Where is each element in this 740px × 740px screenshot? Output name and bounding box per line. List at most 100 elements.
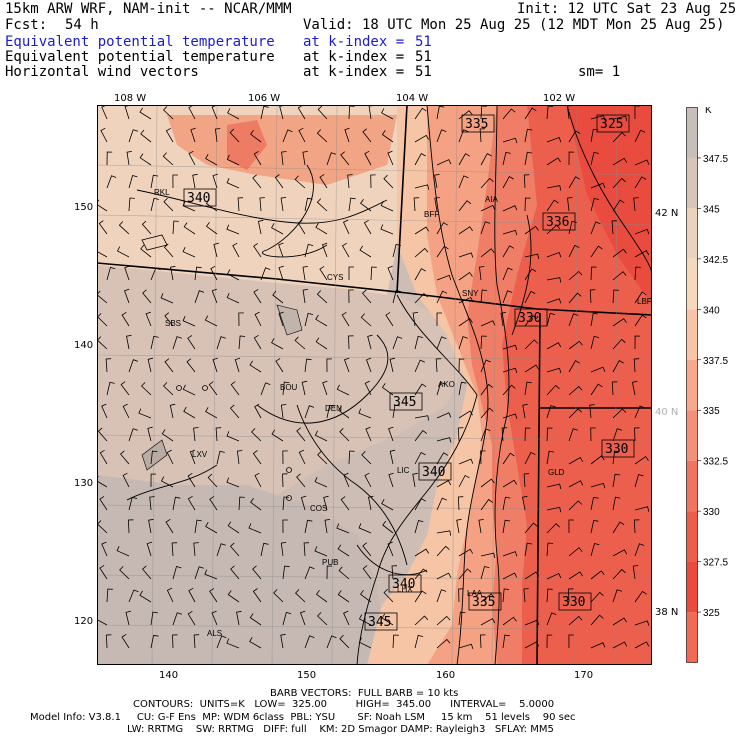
wind-barb xyxy=(458,129,469,143)
wind-barb xyxy=(205,407,218,419)
wind-barb xyxy=(280,542,287,557)
wind-barb xyxy=(590,312,599,327)
wind-barb xyxy=(436,222,449,235)
wind-barb xyxy=(226,224,240,235)
wind-barb xyxy=(326,565,333,580)
wind-barb xyxy=(252,588,262,603)
wind-barb xyxy=(632,565,639,580)
wind-barb xyxy=(128,197,135,212)
contour-label-box xyxy=(542,212,576,231)
wind-barb xyxy=(634,314,647,327)
wind-barb xyxy=(172,612,183,626)
wind-barb xyxy=(612,473,621,488)
colorbar-swatch xyxy=(686,561,698,613)
wind-barb xyxy=(302,151,308,166)
wind-barb xyxy=(139,153,152,166)
wind-barb xyxy=(106,381,115,396)
wind-barb xyxy=(229,404,240,419)
wind-barb xyxy=(165,518,174,534)
wind-barb xyxy=(612,115,628,122)
contour-label: 336 xyxy=(546,215,569,230)
contour-label-box xyxy=(183,188,217,207)
wind-barb xyxy=(524,197,531,212)
wind-barb xyxy=(146,541,153,557)
wind-barb xyxy=(326,404,335,419)
wind-barb xyxy=(209,496,218,511)
wind-barb xyxy=(282,381,290,396)
contour-label: 330 xyxy=(518,311,541,326)
wind-barb xyxy=(315,589,328,603)
wind-barb xyxy=(282,565,290,580)
wind-barb xyxy=(612,408,627,419)
wind-barb xyxy=(339,634,350,649)
wind-barb xyxy=(590,591,604,603)
wind-barb xyxy=(502,205,518,212)
wind-barb xyxy=(297,105,306,120)
wind-barb xyxy=(163,106,174,120)
wind-barb xyxy=(304,197,313,212)
wind-barb xyxy=(187,495,196,511)
wind-barb xyxy=(590,366,606,373)
wind-barb xyxy=(298,449,306,465)
wind-barb xyxy=(414,184,430,190)
wind-barb xyxy=(480,289,488,304)
wind-barb xyxy=(212,357,218,373)
wind-barb xyxy=(348,450,355,465)
station-label: CYS xyxy=(327,273,343,282)
wind-barb xyxy=(612,132,626,143)
station-label: GLD xyxy=(548,468,565,477)
site-marker xyxy=(286,495,292,501)
wind-barb xyxy=(315,222,328,235)
wind-barb xyxy=(193,634,200,649)
wind-barb xyxy=(300,495,307,511)
station-label: PUB xyxy=(322,558,338,567)
wind-barb xyxy=(187,335,196,350)
wind-barb xyxy=(314,546,328,557)
wind-barb xyxy=(634,456,649,465)
wind-barb xyxy=(546,588,553,603)
wind-barb xyxy=(210,265,218,281)
wind-barb xyxy=(524,151,533,166)
wind-barb xyxy=(634,405,645,419)
wind-barb xyxy=(634,159,650,166)
wind-barb xyxy=(139,107,152,120)
wind-barb xyxy=(436,615,451,626)
wind-barb xyxy=(141,382,152,396)
wind-barb xyxy=(480,428,491,442)
wind-barb xyxy=(162,152,174,166)
wind-barb xyxy=(182,316,196,327)
wind-barb xyxy=(294,175,306,189)
contour-label-box xyxy=(418,462,452,481)
wind-barb xyxy=(502,634,510,649)
colorbar-label: 345 xyxy=(703,204,720,215)
wind-barb xyxy=(414,590,427,603)
left-grid-label: 150 xyxy=(74,202,94,213)
wind-barb xyxy=(458,226,473,235)
wind-barb xyxy=(524,451,536,465)
wind-barb xyxy=(392,634,399,649)
wind-barb xyxy=(568,408,582,419)
wind-barb xyxy=(282,473,288,488)
wind-barb xyxy=(99,449,108,465)
wind-barb xyxy=(314,430,328,442)
wind-barb xyxy=(229,128,240,143)
wind-barb xyxy=(436,129,447,143)
wind-barb xyxy=(612,428,623,442)
wind-barb xyxy=(252,450,262,465)
wind-barb xyxy=(458,175,469,189)
wind-barb xyxy=(348,289,354,304)
wind-barb xyxy=(480,383,493,396)
wind-barb xyxy=(502,496,511,511)
wind-barb xyxy=(546,185,562,191)
wind-barb xyxy=(612,568,626,580)
contour-label: 340 xyxy=(392,577,415,592)
wind-barb xyxy=(124,265,130,281)
wind-barb xyxy=(106,151,113,166)
smoothing-label: sm= 1 xyxy=(578,64,621,80)
wind-barb xyxy=(546,312,556,327)
wind-barb xyxy=(338,566,350,580)
wind-barb xyxy=(546,224,561,235)
wind-barb xyxy=(295,589,306,603)
wind-barb xyxy=(150,197,159,212)
wind-barb xyxy=(590,182,606,189)
